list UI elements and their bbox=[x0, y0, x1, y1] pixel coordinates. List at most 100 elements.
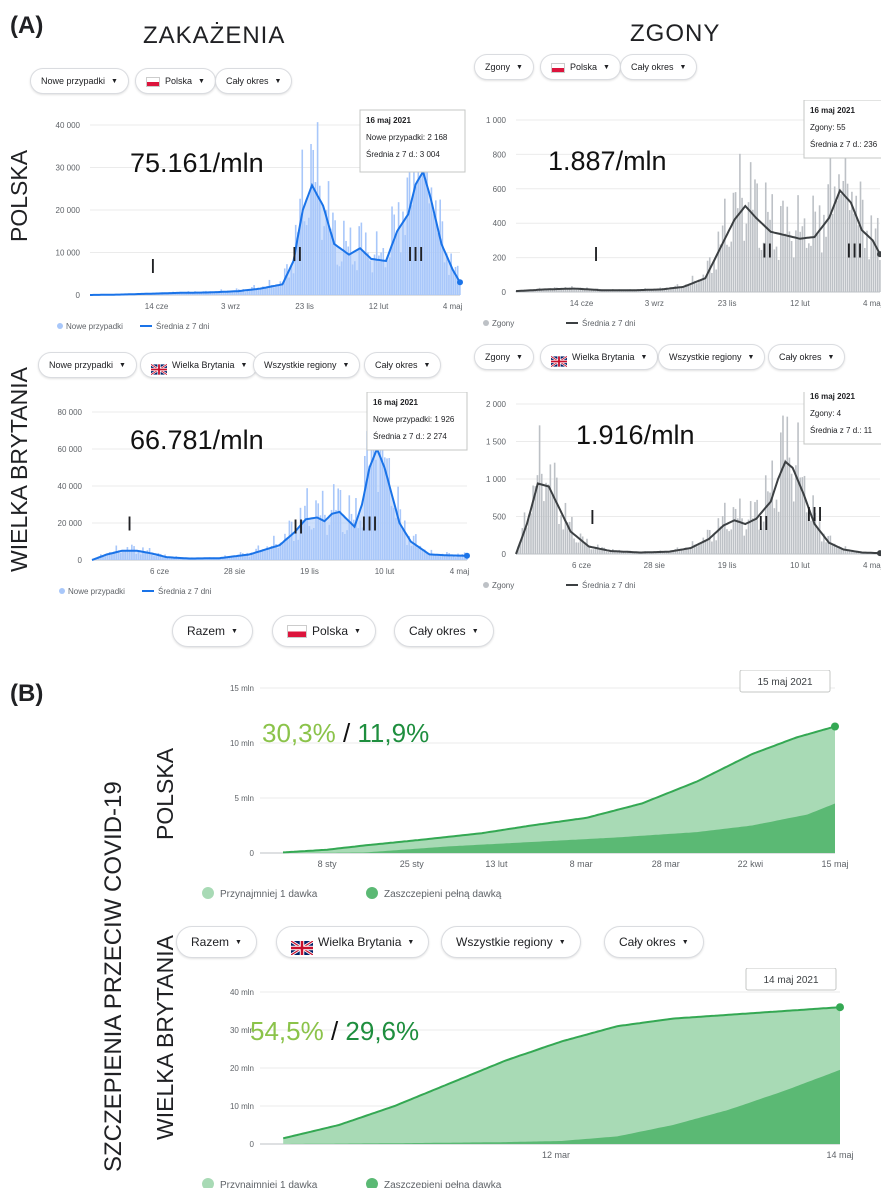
daily-bar bbox=[851, 550, 853, 554]
filter-zgony[interactable]: Zgony ▼ bbox=[474, 54, 534, 80]
daily-bar bbox=[547, 484, 550, 554]
daily-bar bbox=[808, 513, 810, 554]
filter-razem[interactable]: Razem ▼ bbox=[176, 926, 257, 958]
y-tick-label: 20 000 bbox=[58, 519, 83, 528]
daily-bar bbox=[540, 289, 543, 292]
tooltip-title: 16 maj 2021 bbox=[373, 398, 418, 407]
daily-bar bbox=[855, 195, 858, 292]
daily-bar bbox=[771, 194, 774, 292]
daily-bar bbox=[672, 551, 674, 554]
filter-wszystkie-regiony[interactable]: Wszystkie regiony ▼ bbox=[253, 352, 361, 378]
daily-bar bbox=[857, 552, 860, 554]
daily-bar bbox=[756, 183, 758, 292]
daily-bar bbox=[780, 206, 782, 292]
daily-bar bbox=[719, 244, 722, 292]
daily-bar bbox=[558, 523, 560, 554]
filter-caly-okres[interactable]: Cały okres ▼ bbox=[620, 54, 698, 80]
dropdown-caret-icon: ▼ bbox=[679, 63, 687, 71]
filter-polska[interactable]: Polska ▼ bbox=[540, 54, 621, 80]
filter-wielka-brytania[interactable]: Wielka Brytania ▼ bbox=[276, 926, 430, 958]
legend-average: Średnia z 7 dni bbox=[582, 319, 636, 328]
dropdown-caret-icon: ▼ bbox=[516, 353, 523, 361]
daily-bar bbox=[577, 289, 580, 292]
daily-bar bbox=[782, 200, 784, 292]
filter-wszystkie-regiony[interactable]: Wszystkie regiony ▼ bbox=[441, 926, 581, 958]
daily-bar bbox=[859, 181, 862, 292]
filter-caly-okres[interactable]: Cały okres ▼ bbox=[364, 352, 442, 378]
uk-flag-icon bbox=[550, 352, 568, 368]
daily-bar bbox=[588, 545, 590, 554]
daily-bar bbox=[799, 231, 802, 292]
filter-caly-okres[interactable]: Cały okres ▼ bbox=[604, 926, 704, 958]
chart-uk-cases: 0 20 000 40 000 60 000 80 000 6 cze 28 sie 19 l… bbox=[58, 392, 470, 596]
y-tick-label: 40 000 bbox=[58, 482, 83, 491]
dropdown-caret-icon: ▼ bbox=[198, 77, 205, 85]
daily-bar bbox=[726, 529, 728, 554]
daily-bar bbox=[536, 475, 539, 554]
y-tick-label: 200 bbox=[493, 254, 507, 263]
x-tick-label: 4 maj bbox=[863, 561, 881, 570]
filter-wielka-brytania[interactable]: Wielka Brytania ▼ bbox=[140, 352, 259, 378]
chart-uk-deaths: 0 500 1 000 1 500 2 000 6 cze 28 sie 19 lis 10 l… bbox=[483, 392, 881, 590]
filter-nowe-przypadki[interactable]: Nowe przypadki ▼ bbox=[30, 68, 129, 94]
wave-label-1: I bbox=[127, 513, 133, 535]
daily-bar bbox=[687, 284, 690, 292]
daily-bar bbox=[784, 459, 786, 554]
daily-bar bbox=[568, 287, 571, 292]
tooltip-line: Średnia z 7 d.: 3 004 bbox=[366, 150, 440, 159]
filter-wszystkie-regiony[interactable]: Wszystkie regiony ▼ bbox=[658, 344, 766, 370]
daily-bar bbox=[842, 180, 845, 292]
filter-polska[interactable]: Polska ▼ bbox=[272, 615, 376, 647]
daily-bar bbox=[823, 533, 825, 554]
filter-caly-okres[interactable]: Cały okres ▼ bbox=[768, 344, 846, 370]
daily-bar bbox=[773, 508, 776, 554]
filter-label: Cały okres bbox=[631, 62, 674, 72]
dropdown-caret-icon: ▼ bbox=[603, 63, 610, 71]
pct-separator: / bbox=[336, 718, 358, 748]
legend-bars: Nowe przypadki bbox=[68, 587, 125, 596]
x-tick-label: 19 lis bbox=[718, 561, 737, 570]
y-tick-label: 0 bbox=[250, 1140, 255, 1149]
legend-dose1: Przynajmniej 1 dawka bbox=[220, 889, 318, 900]
daily-bar bbox=[728, 531, 730, 554]
x-tick-label: 22 kwi bbox=[738, 859, 764, 869]
daily-bar bbox=[827, 536, 830, 554]
chart-pl-vacc: 0 5 mln 10 mln 15 mln 8 sty 25 sty 13 lut 8 mar… bbox=[202, 670, 849, 900]
daily-bar bbox=[530, 513, 532, 554]
filter-caly-okres[interactable]: Cały okres ▼ bbox=[215, 68, 293, 94]
tooltip-line: Zgony: 55 bbox=[810, 123, 846, 132]
daily-bar bbox=[726, 244, 728, 292]
filter-label: Cały okres bbox=[226, 76, 269, 86]
average-line bbox=[90, 169, 461, 296]
daily-bar bbox=[767, 491, 769, 554]
vacc-label-uk: WIELKA BRYTANIA bbox=[152, 935, 178, 1140]
filter-nowe-przypadki[interactable]: Nowe przypadki ▼ bbox=[38, 352, 137, 378]
daily-bar bbox=[756, 499, 758, 554]
daily-bar bbox=[812, 495, 814, 554]
daily-bar bbox=[715, 269, 718, 292]
daily-bar bbox=[747, 202, 750, 292]
filter-polska[interactable]: Polska ▼ bbox=[135, 68, 216, 94]
daily-bar bbox=[823, 214, 825, 292]
pct-full-dose: 11,9% bbox=[357, 718, 429, 748]
daily-bar bbox=[624, 552, 627, 554]
filter-caly-okres[interactable]: Cały okres ▼ bbox=[394, 615, 494, 647]
daily-bar bbox=[734, 192, 737, 292]
y-tick-label: 20 mln bbox=[230, 1064, 254, 1073]
daily-bar bbox=[678, 287, 681, 292]
filter-wielka-brytania[interactable]: Wielka Brytania ▼ bbox=[540, 344, 659, 370]
filter-zgony[interactable]: Zgony ▼ bbox=[474, 344, 534, 370]
filter-label: Polska bbox=[165, 76, 193, 86]
daily-bar bbox=[700, 279, 702, 292]
legend-dose2-icon bbox=[366, 1178, 378, 1188]
legend-bar-icon bbox=[59, 588, 65, 594]
y-tick-label: 20 000 bbox=[56, 206, 81, 215]
daily-bar bbox=[700, 542, 702, 554]
x-tick-label: 12 mar bbox=[542, 1150, 570, 1160]
daily-bar bbox=[601, 547, 603, 554]
daily-bar bbox=[730, 241, 733, 292]
daily-bar bbox=[670, 550, 672, 554]
wave-label-3: III bbox=[407, 244, 424, 266]
filter-label: Razem bbox=[187, 624, 226, 638]
filter-razem[interactable]: Razem ▼ bbox=[172, 615, 253, 647]
